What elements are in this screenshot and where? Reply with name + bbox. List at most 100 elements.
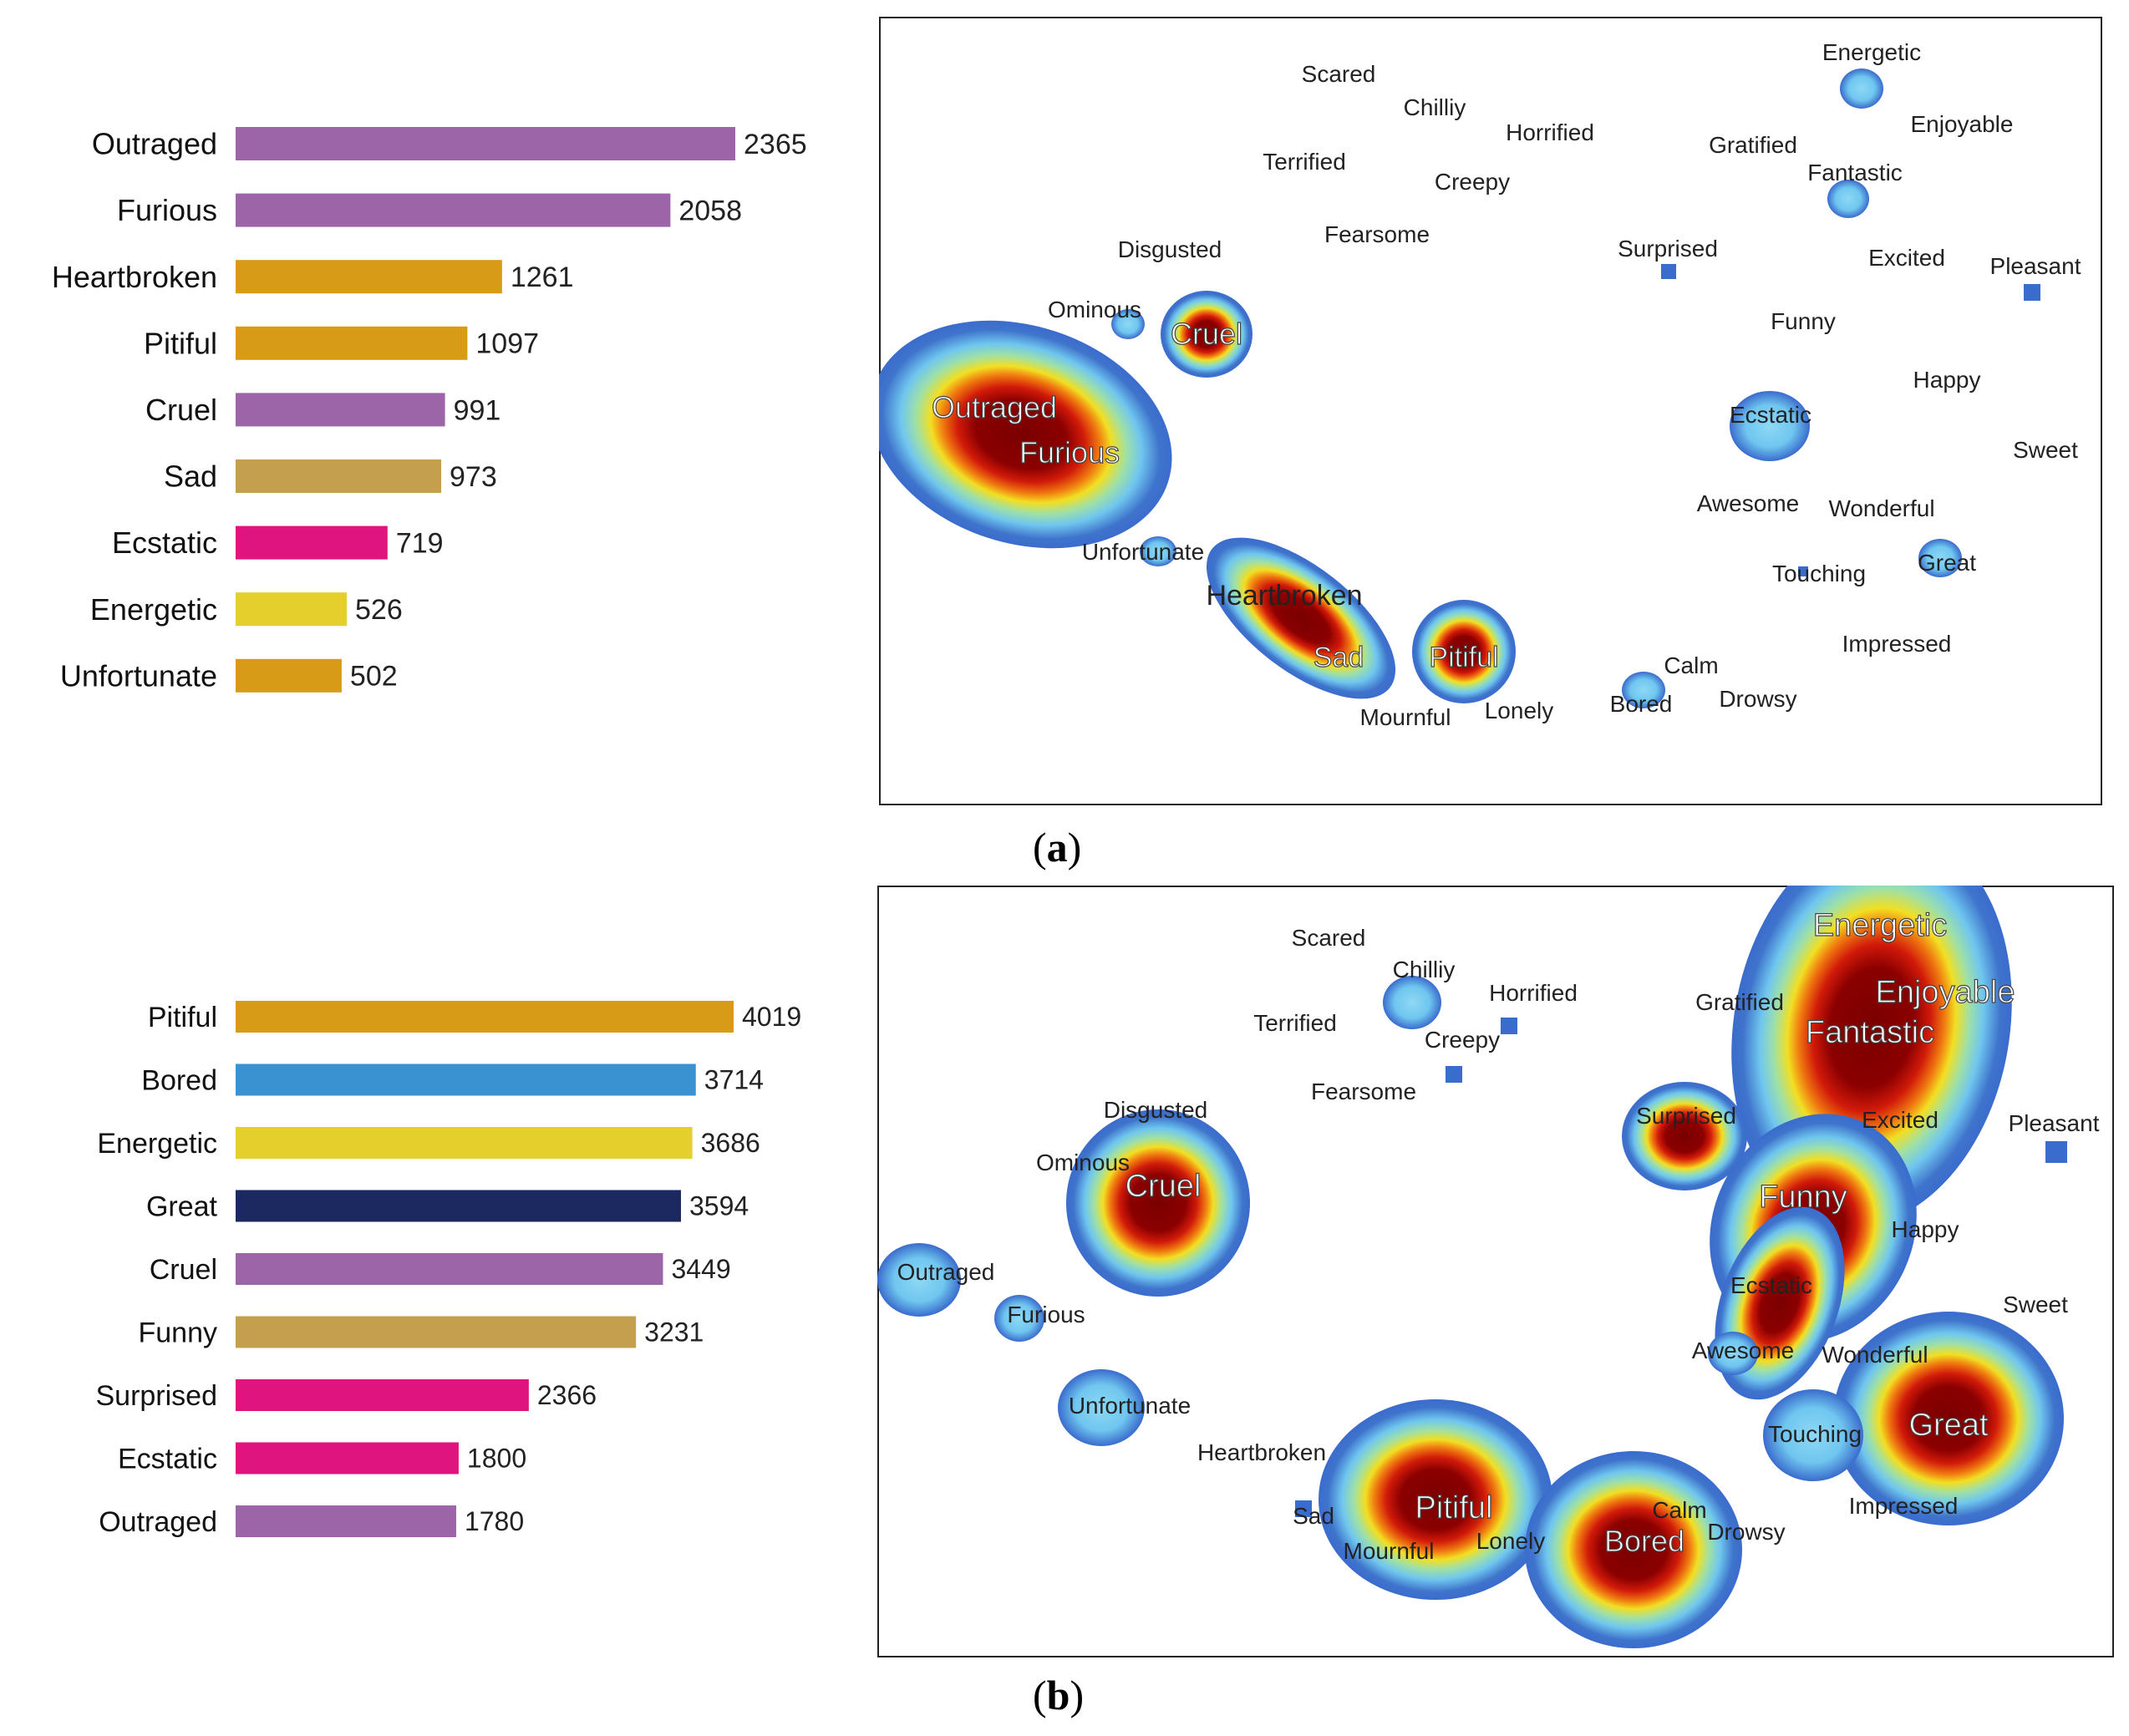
heatmap-word-heartbroken: Heartbroken [1197, 1439, 1326, 1465]
bar-great [236, 1190, 681, 1222]
heatmap-word-horrified: Horrified [1489, 980, 1578, 1006]
heatmap-word-disgusted: Disgusted [1118, 236, 1222, 262]
heatmap-word-surprised: Surprised [1618, 236, 1718, 261]
heatmap-word-gratified: Gratified [1709, 132, 1797, 158]
bar-label-heartbroken: Heartbroken [52, 260, 217, 294]
bar-label-great: Great [146, 1190, 218, 1222]
heat-blob-touching [1763, 1389, 1863, 1481]
bar-value-outraged: 2365 [744, 129, 807, 160]
heatmap-word-happy: Happy [1913, 367, 1981, 393]
heatmap-word-disgusted: Disgusted [1104, 1097, 1208, 1123]
heatmap-word-energetic: Energetic [1813, 908, 1948, 943]
bar-furious [236, 193, 671, 227]
heatmap-word-drowsy: Drowsy [1707, 1519, 1785, 1545]
bar-value-unfortunate: 502 [350, 661, 398, 693]
heatmap-word-impressed: Impressed [1842, 631, 1952, 657]
heatmap-word-fantastic: Fantastic [1806, 1015, 1934, 1050]
heat-blob-great [1833, 1312, 2064, 1525]
heatmap-word-wonderful: Wonderful [1822, 1342, 1928, 1368]
bar-value-pitiful: 4019 [742, 1002, 801, 1032]
heatmap-word-calm: Calm [1664, 652, 1718, 678]
bar-label-energetic: Energetic [90, 592, 217, 627]
bar-label-energetic: Energetic [97, 1128, 217, 1160]
bar-label-funny: Funny [139, 1317, 218, 1348]
heatmap-word-heartbroken: Heartbroken [1206, 580, 1362, 612]
heatmap-word-enjoyable: Enjoyable [1876, 975, 2015, 1010]
heatmap-word-impressed: Impressed [1849, 1493, 1959, 1519]
bar-unfortunate [236, 658, 342, 693]
bar-sad [236, 459, 442, 493]
heat-spot-pleasant [2024, 284, 2040, 301]
bar-value-energetic: 526 [355, 594, 403, 626]
bar-value-furious: 2058 [678, 195, 742, 227]
bar-label-sad: Sad [164, 459, 217, 494]
heatmap-word-horrified: Horrified [1506, 119, 1594, 145]
bar-label-outraged: Outraged [99, 1506, 217, 1538]
heatmap-word-mournful: Mournful [1344, 1538, 1435, 1564]
bar-label-ecstatic: Ecstatic [118, 1443, 217, 1475]
heatmap-word-scared: Scared [1292, 925, 1366, 951]
heat-blob-unfortunate [1140, 536, 1176, 566]
heatmap-word-furious: Furious [1019, 435, 1120, 470]
heatmap-word-pitiful: Pitiful [1415, 1490, 1493, 1525]
heatmap-word-excited: Excited [1862, 1107, 1938, 1133]
bar-value-cruel: 3449 [671, 1254, 730, 1284]
heatmap-word-sad: Sad [1293, 1503, 1334, 1529]
heatmap-word-terrified: Terrified [1253, 1010, 1337, 1036]
heat-blob-energetic [1840, 69, 1883, 109]
bar-chart-a: Outraged 2365 Furious 2058 Heartbroken 1261 Pi… [52, 127, 807, 693]
heat-blob-furious [994, 1295, 1044, 1342]
heat-blob-unfortunate [1058, 1369, 1145, 1446]
heat-blob-pitiful [1412, 600, 1516, 703]
bar-cruel [236, 1253, 663, 1285]
heatmap-word-surprised: Surprised [1636, 1103, 1736, 1129]
bar-value-sad: 973 [450, 461, 497, 493]
heatmap-word-drowsy: Drowsy [1719, 686, 1796, 712]
heat-blob-heartbroken-sad [1206, 537, 1396, 699]
heatmap-word-fantastic: Fantastic [1807, 160, 1903, 185]
heatmap-word-gratified: Gratified [1695, 989, 1784, 1015]
bar-funny [236, 1316, 637, 1348]
heat-blob-great [1918, 539, 1962, 577]
heatmap-word-outraged: Outraged [897, 1259, 995, 1285]
heat-blob-outraged-furious [879, 320, 1172, 549]
heat-blob-pitiful [1319, 1399, 1552, 1600]
heatmap-word-wonderful: Wonderful [1828, 495, 1934, 521]
heatmap-word-unfortunate: Unfortunate [1082, 539, 1204, 565]
heatmap-word-happy: Happy [1892, 1216, 1959, 1242]
heatmap-word-lonely: Lonely [1476, 1528, 1546, 1554]
bar-label-unfortunate: Unfortunate [60, 658, 217, 693]
heat-spot-touching [1798, 566, 1808, 576]
heatmap-word-excited: Excited [1868, 245, 1945, 271]
bar-surprised [236, 1379, 529, 1411]
bar-value-outraged: 1780 [465, 1506, 524, 1536]
bar-value-bored: 3714 [704, 1065, 764, 1095]
heatmap-word-pleasant: Pleasant [1990, 253, 2081, 279]
heatmap-word-awesome: Awesome [1692, 1338, 1794, 1363]
heat-spot-sad [1295, 1500, 1312, 1517]
heatmap-word-fearsome: Fearsome [1311, 1079, 1416, 1104]
bar-ecstatic [236, 1442, 459, 1475]
heatmap-word-cruel: Cruel [1171, 317, 1242, 351]
bar-value-ecstatic: 1800 [467, 1444, 526, 1474]
heat-spot-pleasant [2045, 1141, 2067, 1163]
heatmap-word-pitiful: Pitiful [1429, 642, 1498, 673]
heatmap-word-lonely: Lonely [1485, 698, 1554, 723]
heat-blob-bored [1622, 672, 1665, 708]
bar-cruel [236, 393, 445, 427]
heatmap-word-bored: Bored [1610, 691, 1673, 717]
heatmap-word-ominous: Ominous [1048, 297, 1141, 322]
bar-ecstatic [236, 525, 388, 560]
heatmap-word-mournful: Mournful [1360, 704, 1451, 730]
heatmap-word-creepy: Creepy [1425, 1027, 1500, 1053]
bar-outraged [236, 1505, 456, 1537]
heatmap-word-enjoyable: Enjoyable [1911, 111, 2014, 137]
bar-value-cruel: 991 [454, 394, 501, 426]
heat-blob-ominous [1111, 309, 1145, 339]
heatmap-word-great: Great [1918, 550, 1976, 576]
bar-value-ecstatic: 719 [396, 528, 444, 560]
heat-spot-horrified [1501, 1018, 1517, 1034]
heatmap-word-great: Great [1908, 1408, 1988, 1443]
heat-blob-bored [1525, 1451, 1742, 1648]
bar-energetic [236, 592, 348, 627]
